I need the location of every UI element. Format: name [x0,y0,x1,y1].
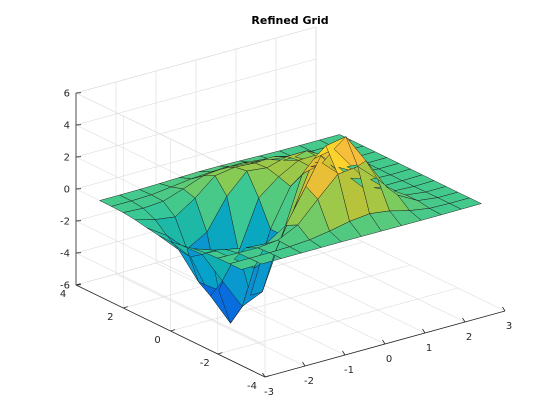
y-tick-label-0: -4 [247,381,257,392]
x-tick-label-1: -2 [304,376,314,387]
surface-layer [99,134,482,324]
y-tick-label-2: 0 [154,335,160,346]
x-tick-0 [262,372,266,378]
x-tick-3 [382,339,386,345]
y-tick-2 [170,329,176,332]
floor-grid-y-1 [217,287,458,355]
x-tick-4 [422,328,426,334]
x-tick-label-4: 1 [426,343,432,354]
y-tick-4 [75,283,81,286]
axis-layer: -6 -4 -2 0 2 4 6 -3 -2 -1 0 1 2 3 -4 -2 0 2 4 [60,89,512,399]
y-tick-1 [217,352,223,355]
y-tick-label-4: 4 [60,289,66,300]
x-tick-5 [462,317,466,323]
x-tick-label-0: -3 [264,387,274,398]
z-tick-label-5: 4 [64,121,70,132]
z-tick-label-1: -4 [60,249,70,260]
z-tick-label-0: -6 [60,281,70,292]
z-tick-label-2: -2 [60,217,70,228]
x-tick-label-2: -1 [344,365,354,376]
x-tick-label-3: 0 [386,354,392,365]
x-tick-label-6: 3 [506,321,512,332]
box-edge-0 [75,26,317,94]
chart-title: Refined Grid [251,14,328,27]
y-tick-0 [264,375,270,378]
z-tick-label-3: 0 [64,185,70,196]
x-tick-2 [342,350,346,356]
x-tick-label-5: 2 [466,332,472,343]
z-tick-label-4: 2 [64,153,70,164]
floor-grid-y-2 [170,264,411,332]
x-tick-1 [302,361,306,367]
z-tick-label-6: 6 [64,89,70,100]
y-tick-label-3: 2 [107,312,113,323]
y-tick-label-1: -2 [200,358,210,369]
y-tick-3 [123,306,128,309]
surface-facet-0-11 [449,197,482,210]
x-tick-6 [502,306,506,312]
